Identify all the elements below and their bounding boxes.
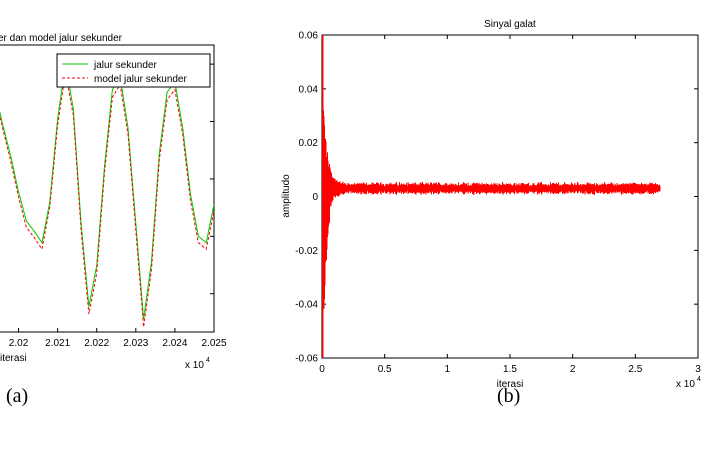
chart-a-x-tick-label: 2.022 <box>84 338 109 349</box>
chart-b-x-multiplier: x 10 4 <box>676 376 701 390</box>
chart-a-legend-box <box>56 53 211 88</box>
chart-b-x-tick-label: 0 <box>319 364 325 375</box>
chart-b-x-tick-label: 3 <box>695 364 701 375</box>
chart-a-series-jalur-sekunder <box>0 64 214 320</box>
chart-b-y-tick-label: -0.04 <box>295 300 318 311</box>
chart-b-y-tick-label: -0.02 <box>295 246 318 257</box>
chart-a-y-ticks <box>210 63 214 295</box>
chart-b-y-tick-label: 0.06 <box>299 31 319 42</box>
chart-b: Sinyal galat 0 0.5 1 1.5 2 2.5 3 -0.06-0.04-0.… <box>281 19 701 407</box>
chart-b-x-tick-label: 1 <box>445 364 451 375</box>
chart-b-x-tick-label: 2.5 <box>628 364 642 375</box>
chart-b-y-ticks: -0.06 -0.04 -0.02 0 0.02 0.04 0.06 <box>295 31 698 365</box>
chart-b-ylabel: amplitudo <box>281 174 292 218</box>
chart-a-xlabel: iterasi <box>0 353 27 364</box>
chart-b-y-tick-label: 0 <box>312 192 318 203</box>
chart-a-axes-box <box>0 44 215 333</box>
chart-a-legend: jalur sekunder model jalur sekunder <box>56 53 211 88</box>
chart-b-title: Sinyal galat <box>484 19 536 30</box>
chart-b-series-error-signal <box>322 35 661 358</box>
chart-b-x-multiplier-base: x 10 <box>676 379 695 390</box>
chart-a-x-ticks: 2.02 2.021 2.022 2.023 2.024 2.025 <box>9 328 227 349</box>
chart-b-x-ticks: 0 0.5 1 1.5 2 2.5 3 <box>319 35 701 375</box>
chart-a-x-tick-label: 2.023 <box>123 338 148 349</box>
chart-a-x-multiplier-exp: 4 <box>206 357 210 364</box>
chart-b-x-tick-label: 0.5 <box>378 364 392 375</box>
chart-b-x-tick-label: 1.5 <box>503 364 517 375</box>
chart-b-x-tick-label: 2 <box>570 364 576 375</box>
chart-a-x-multiplier: x 10 4 <box>185 357 210 371</box>
panel-label-a: (a) <box>6 385 28 407</box>
chart-b-y-tick-label: -0.06 <box>295 354 318 365</box>
chart-a-title: er dan model jalur sekunder <box>0 33 123 44</box>
chart-b-y-tick-label: 0.04 <box>299 84 319 95</box>
chart-a-legend-label-0: jalur sekunder <box>93 60 157 71</box>
chart-b-x-multiplier-exp: 4 <box>697 376 701 383</box>
chart-b-xlabel: iterasi <box>497 379 524 390</box>
chart-a-x-tick-label: 2.024 <box>162 338 187 349</box>
chart-a-x-multiplier-base: x 10 <box>185 360 204 371</box>
chart-a-series-model-jalur-sekunder <box>0 71 214 327</box>
chart-a-x-tick-label: 2.02 <box>9 338 29 349</box>
chart-b-y-tick-label: 0.02 <box>299 138 319 149</box>
chart-b-axes-box <box>321 34 699 359</box>
panel-label-b: (b) <box>497 385 520 407</box>
chart-a: er dan model jalur sekunder 2.02 2.021 2.0… <box>0 33 227 407</box>
chart-a-x-tick-label: 2.025 <box>201 338 226 349</box>
chart-a-legend-label-1: model jalur sekunder <box>94 74 187 85</box>
chart-a-x-tick-label: 2.021 <box>45 338 70 349</box>
